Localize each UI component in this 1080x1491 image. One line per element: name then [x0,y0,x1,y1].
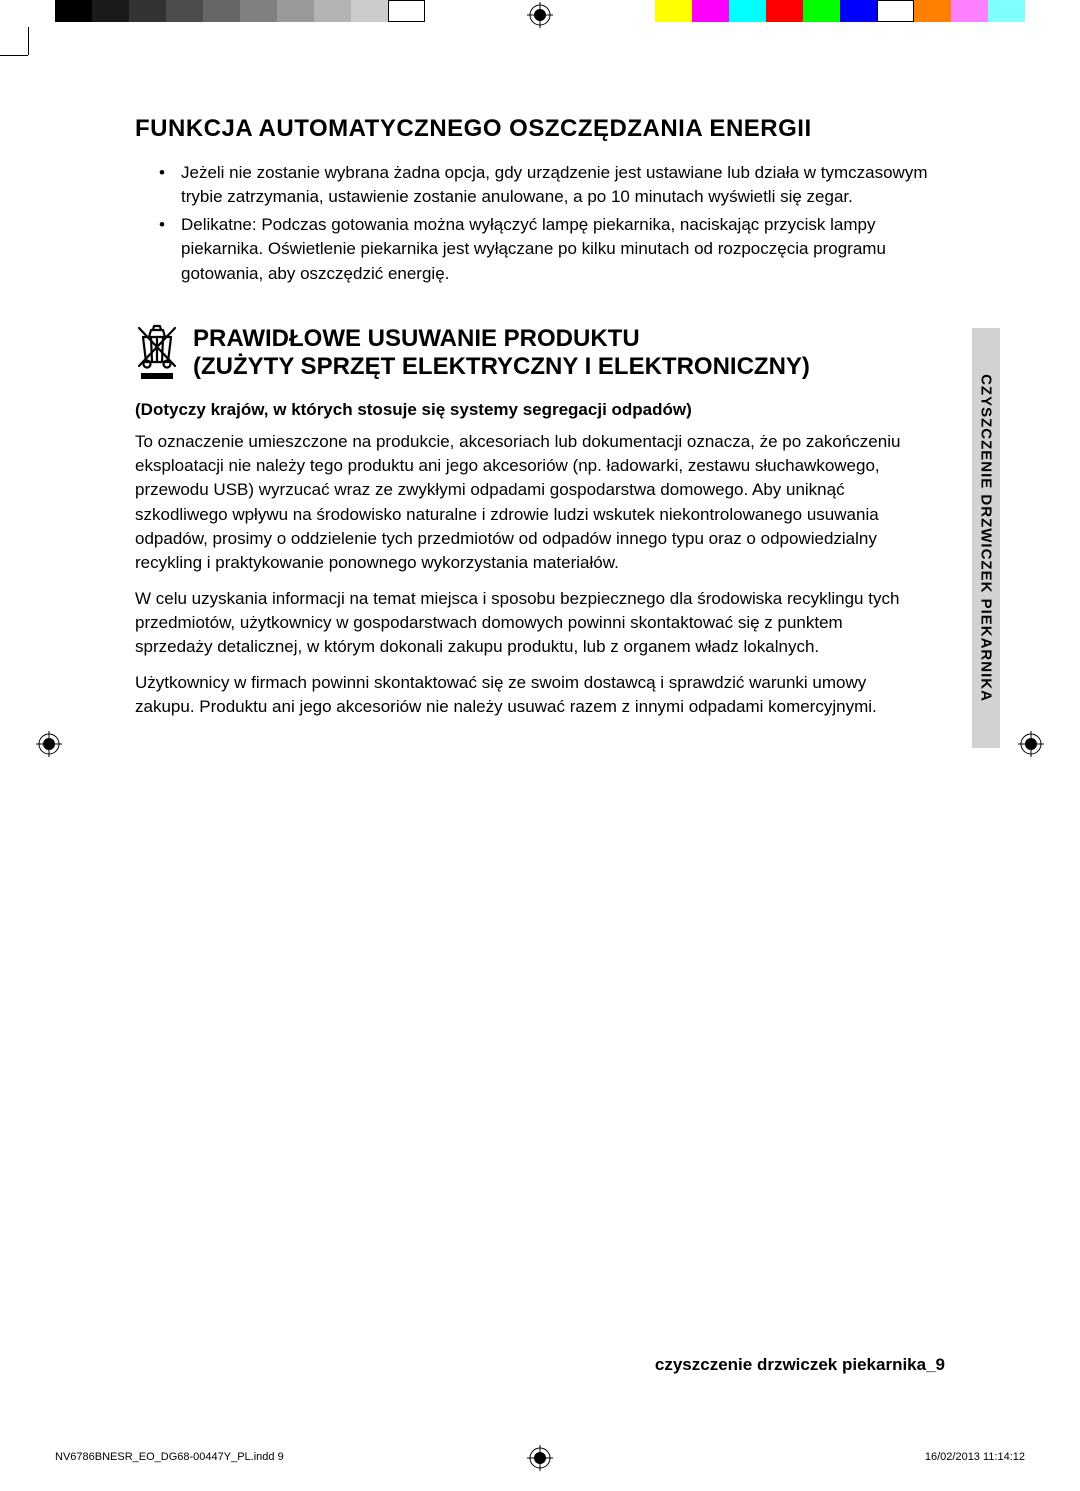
body-paragraph: Użytkownicy w firmach powinni skontaktow… [135,671,905,719]
crop-mark [28,27,29,55]
weee-bin-icon [135,322,179,380]
registration-mark-icon [36,731,62,757]
page-content: FUNKCJA AUTOMATYCZNEGO OSZCZĘDZANIA ENER… [135,115,955,732]
side-tab: CZYSZCZENIE DRZWICZEK PIEKARNIKA [972,328,1000,748]
print-footer-filename: NV6786BNESR_EO_DG68-00447Y_PL.indd 9 [55,1451,284,1463]
disposal-heading: PRAWIDŁOWE USUWANIE PRODUKTU (ZUŻYTY SPR… [193,322,810,383]
disposal-subheading: (Dotyczy krajów, w których stosuje się s… [135,400,905,420]
energy-bullet-list: Jeżeli nie zostanie wybrana żadna opcja,… [159,161,955,286]
bullet-item: Delikatne: Podczas gotowania można wyłąc… [159,213,955,285]
section-disposal: PRAWIDŁOWE USUWANIE PRODUKTU (ZUŻYTY SPR… [135,322,955,720]
footer-section-label: czyszczenie drzwiczek piekarnika_9 [655,1355,945,1375]
print-footer: NV6786BNESR_EO_DG68-00447Y_PL.indd 9 16/… [55,1451,1025,1463]
crop-mark [0,55,28,56]
disposal-heading-line1: PRAWIDŁOWE USUWANIE PRODUKTU [193,325,810,354]
body-paragraph: To oznaczenie umieszczone na produkcie, … [135,430,905,575]
side-tab-label: CZYSZCZENIE DRZWICZEK PIEKARNIKA [978,374,995,702]
body-paragraph: W celu uzyskania informacji na temat mie… [135,587,905,659]
registration-mark-icon [527,2,553,28]
print-footer-timestamp: 16/02/2013 11:14:12 [925,1451,1025,1463]
section-heading-energy: FUNKCJA AUTOMATYCZNEGO OSZCZĘDZANIA ENER… [135,115,955,143]
bullet-item: Jeżeli nie zostanie wybrana żadna opcja,… [159,161,955,209]
registration-mark-icon [1018,731,1044,757]
disposal-heading-line2: (ZUŻYTY SPRZĘT ELEKTRYCZNY I ELEKTRONICZ… [193,353,810,382]
